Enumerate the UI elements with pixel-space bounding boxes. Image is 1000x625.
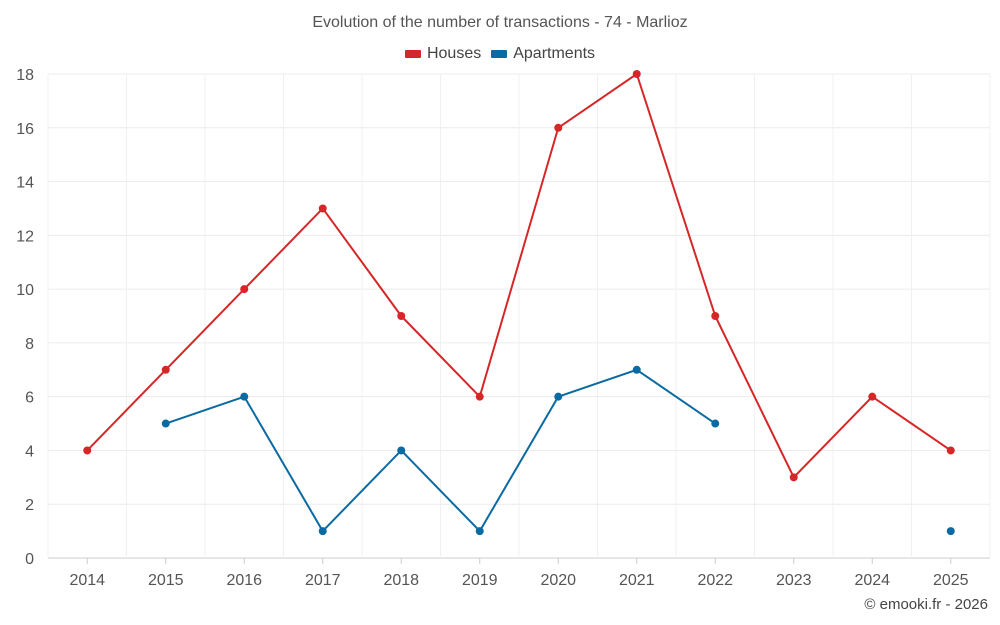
data-point-houses[interactable] bbox=[711, 312, 720, 320]
y-tick-label: 14 bbox=[16, 175, 34, 192]
y-tick-label: 10 bbox=[16, 282, 34, 299]
data-point-apartments[interactable] bbox=[632, 365, 641, 374]
data-point-houses[interactable] bbox=[83, 446, 92, 455]
x-tick-label: 2023 bbox=[776, 572, 812, 589]
data-point-apartments[interactable] bbox=[318, 527, 327, 536]
legend-item-houses[interactable]: Houses bbox=[404, 45, 482, 63]
y-tick-label: 4 bbox=[25, 443, 34, 460]
legend-label-apartments: Apartments bbox=[513, 45, 596, 62]
legend: Houses Apartments bbox=[0, 45, 1000, 63]
data-point-houses[interactable] bbox=[475, 392, 484, 401]
series-line-apartments bbox=[165, 368, 716, 533]
x-tick-label: 2016 bbox=[226, 572, 262, 589]
x-tick-label: 2015 bbox=[148, 572, 184, 589]
data-point-houses[interactable] bbox=[946, 446, 955, 455]
chart-title: Evolution of the number of transactions … bbox=[312, 14, 688, 31]
x-tick-label: 2022 bbox=[697, 572, 733, 589]
data-point-apartments[interactable] bbox=[397, 446, 406, 455]
x-tick-label: 2019 bbox=[462, 572, 498, 589]
x-tick-label: 2018 bbox=[383, 572, 419, 589]
data-point-houses[interactable] bbox=[868, 392, 877, 401]
data-point-houses[interactable] bbox=[318, 204, 327, 213]
data-point-houses[interactable] bbox=[240, 285, 249, 294]
y-tick-label: 6 bbox=[25, 390, 34, 407]
data-point-houses[interactable] bbox=[161, 365, 170, 374]
x-tick-label: 2017 bbox=[305, 572, 341, 589]
y-tick-label: 2 bbox=[25, 497, 34, 514]
series-line-houses bbox=[86, 73, 952, 479]
x-tick-label: 2025 bbox=[933, 572, 969, 589]
y-tick-label: 8 bbox=[25, 336, 34, 353]
legend-label-houses: Houses bbox=[426, 45, 482, 62]
data-point-apartments[interactable] bbox=[240, 392, 249, 401]
credit-text: © emooki.fr - 2026 bbox=[864, 596, 988, 613]
data-point-apartments[interactable] bbox=[711, 419, 720, 428]
data-point-houses[interactable] bbox=[632, 70, 641, 78]
x-tick-label: 2014 bbox=[69, 572, 105, 589]
y-tick-label: 0 bbox=[25, 551, 34, 568]
data-point-apartments[interactable] bbox=[161, 419, 170, 428]
data-point-houses[interactable] bbox=[789, 473, 798, 482]
data-point-apartments[interactable] bbox=[946, 527, 955, 536]
x-tick-label: 2024 bbox=[854, 572, 890, 589]
data-point-apartments[interactable] bbox=[475, 527, 484, 536]
y-tick-label: 12 bbox=[16, 228, 34, 245]
legend-item-apartments[interactable]: Apartments bbox=[491, 45, 595, 63]
data-point-apartments[interactable] bbox=[554, 392, 563, 401]
legend-swatch-apartments bbox=[491, 50, 508, 58]
data-point-houses[interactable] bbox=[554, 123, 563, 132]
legend-swatch-houses bbox=[404, 50, 421, 58]
y-tick-label: 16 bbox=[16, 121, 34, 138]
y-tick-label: 18 bbox=[16, 67, 34, 84]
data-point-houses[interactable] bbox=[397, 312, 406, 320]
x-tick-label: 2021 bbox=[619, 572, 655, 589]
x-tick-label: 2020 bbox=[540, 572, 576, 589]
